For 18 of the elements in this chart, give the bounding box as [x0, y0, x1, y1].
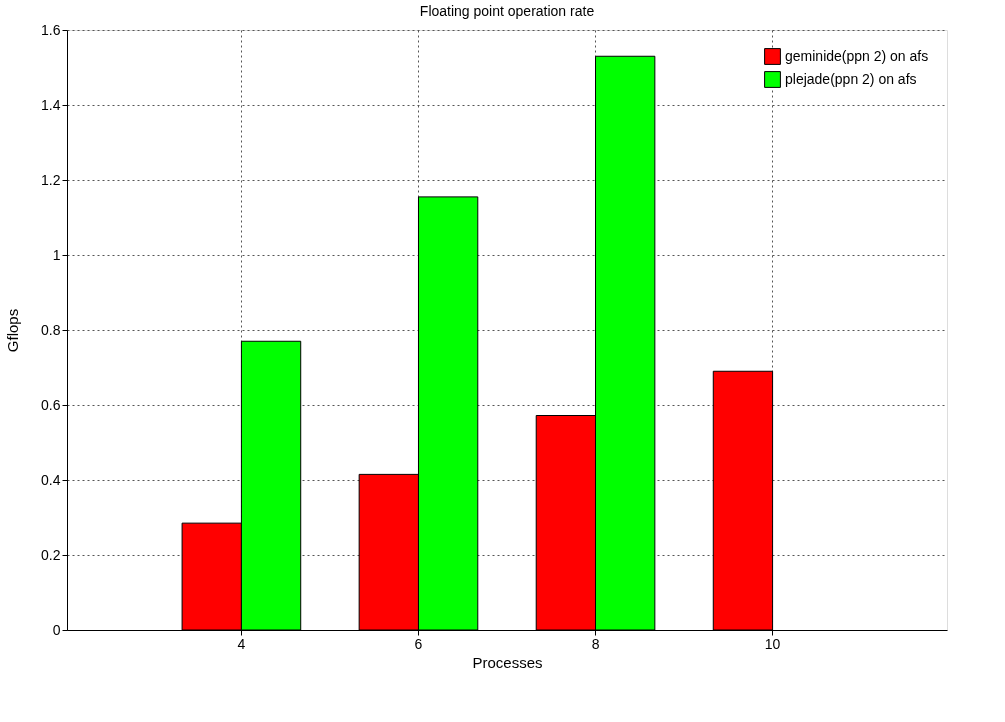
y-tick-label: 1.4: [41, 96, 61, 113]
y-tick-label: 0.8: [41, 321, 61, 338]
y-axis-title: Gflops: [4, 308, 22, 353]
x-axis-title: Processes: [472, 653, 543, 671]
chart-title: Floating point operation rate: [419, 3, 595, 19]
x-tick-label: 10: [764, 635, 781, 652]
y-tick-label: 1.2: [41, 171, 61, 188]
x-tick-label: 6: [414, 635, 423, 652]
x-tick-label: 8: [591, 635, 600, 652]
y-tick-label: 0: [52, 621, 61, 638]
y-tick-label: 0.4: [41, 471, 61, 488]
x-tick-label: 4: [237, 635, 246, 652]
legend-label: plejade(ppn 2) on afs: [785, 70, 917, 87]
y-tick-label: 1: [52, 246, 61, 263]
y-tick-label: 0.6: [41, 396, 61, 413]
y-tick-label: 0.2: [41, 546, 61, 563]
y-tick-label: 1.6: [41, 21, 61, 38]
legend-label: geminide(ppn 2) on afs: [785, 47, 929, 64]
